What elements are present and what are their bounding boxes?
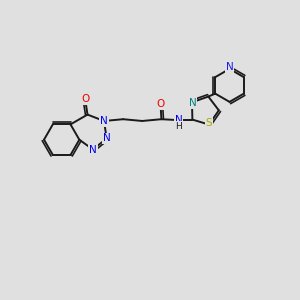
Text: O: O [81, 94, 89, 104]
Text: N: N [89, 145, 97, 154]
Text: O: O [156, 99, 165, 109]
Text: S: S [206, 118, 212, 128]
Text: H: H [175, 122, 182, 131]
Text: N: N [100, 116, 108, 126]
Text: N: N [103, 134, 111, 143]
Text: N: N [175, 115, 182, 125]
Text: N: N [189, 98, 196, 108]
Text: N: N [226, 62, 233, 72]
